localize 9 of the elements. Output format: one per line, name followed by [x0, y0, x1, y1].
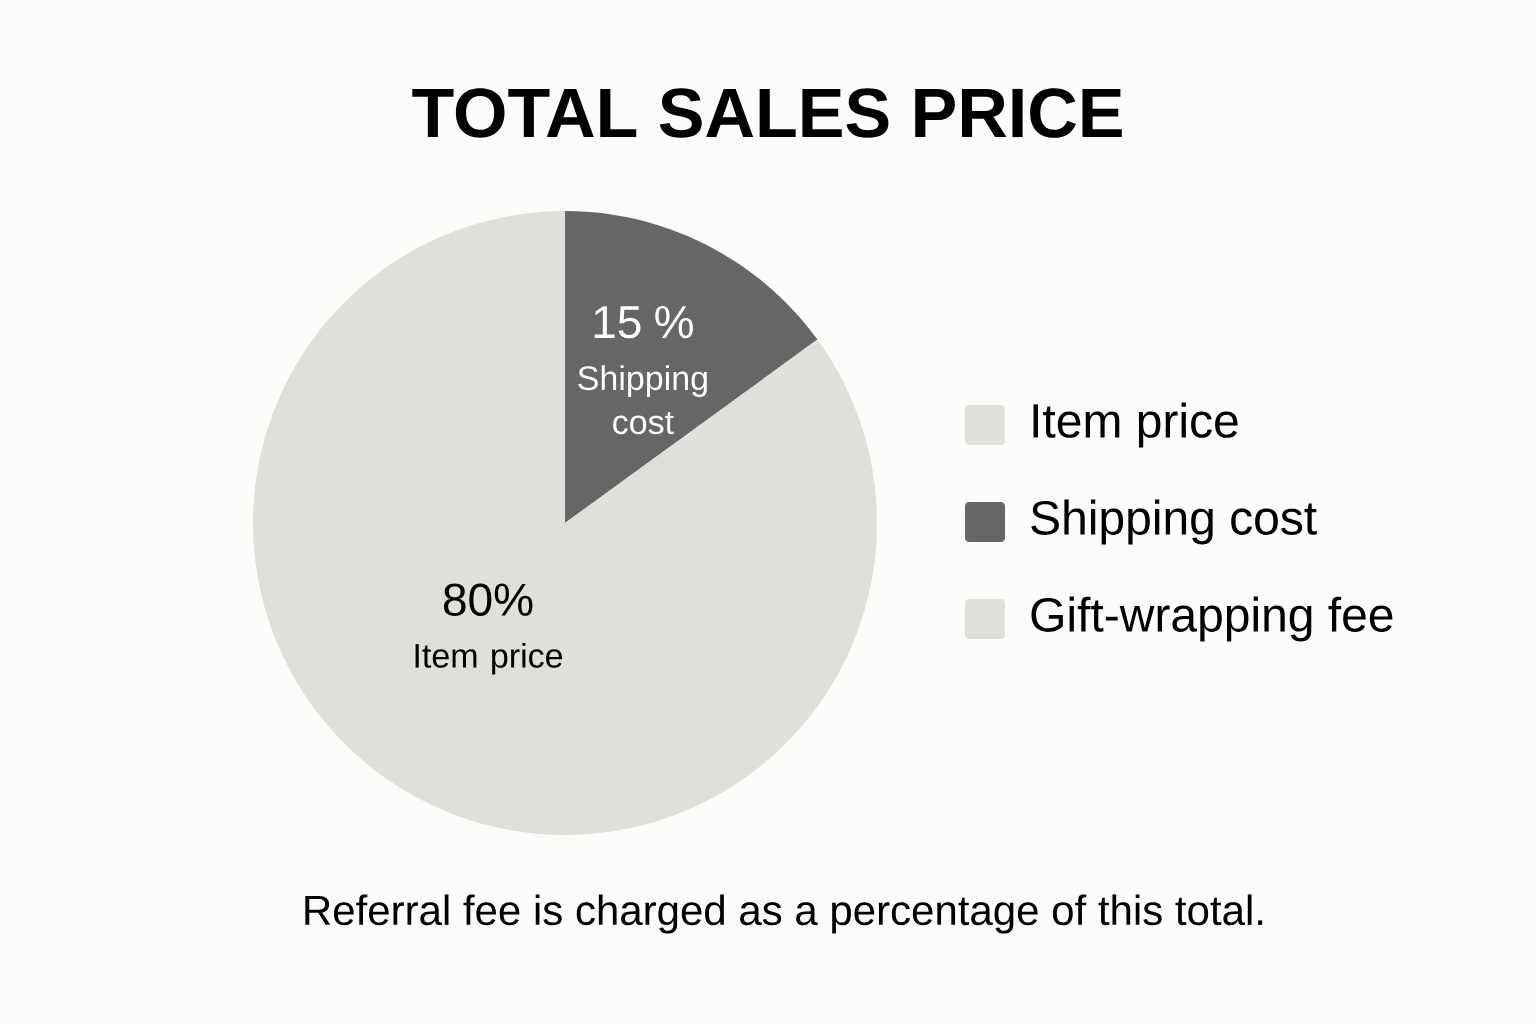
slice-label: Item price — [415, 642, 563, 675]
legend-label: Gift-wrapping fee — [1031, 596, 1393, 642]
chart-title: TOTAL SALES PRICE — [412, 88, 1122, 138]
legend-label: Shipping cost — [1031, 499, 1317, 545]
slice-label: Shipping cost — [578, 365, 707, 435]
legend-label: Item price — [1033, 402, 1238, 448]
data-label: 15 % — [594, 305, 693, 339]
data-label: 80% — [443, 583, 533, 616]
text: Referral fee is charged as a percentage of this total. — [305, 894, 1263, 934]
